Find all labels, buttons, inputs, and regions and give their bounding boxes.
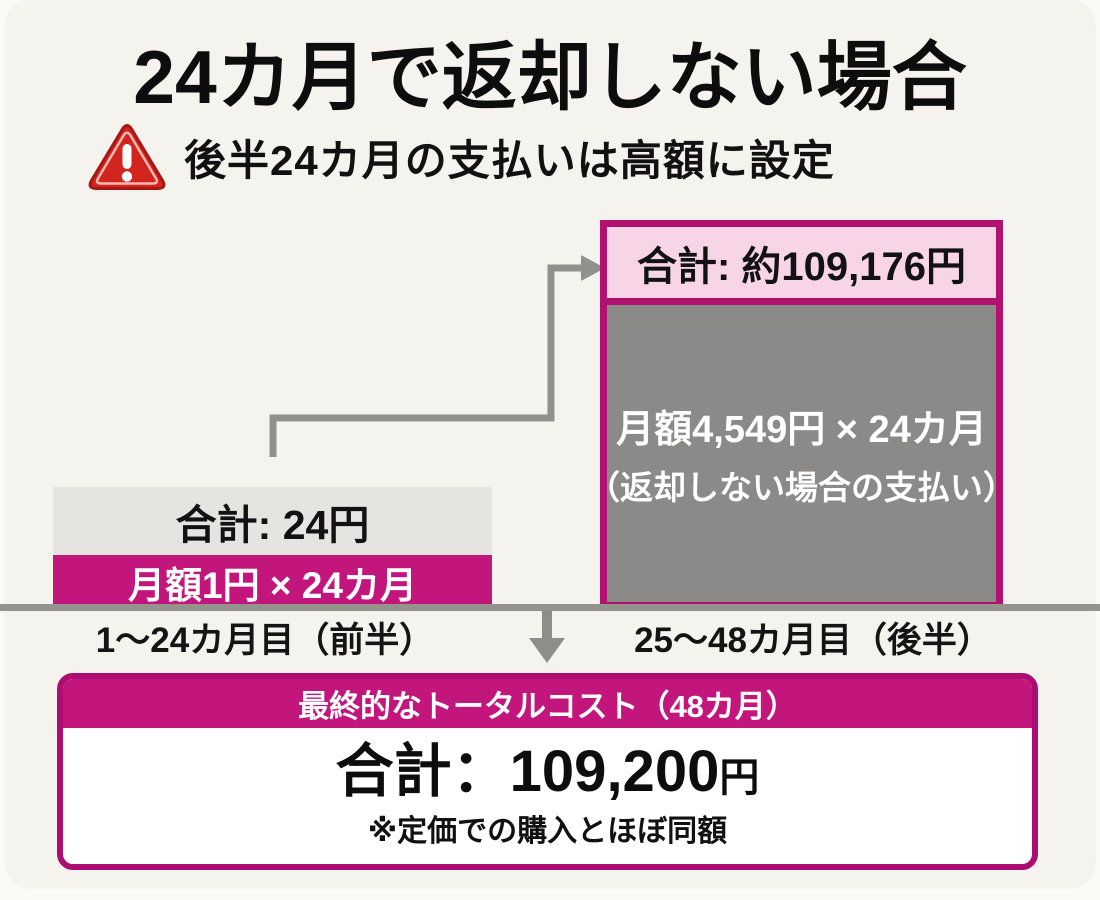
second-half-body: 月額4,549円 × 24カ月 （返却しない場合の支払い） <box>587 305 1016 602</box>
first-half-box: 合計: 24円 月額1円 × 24カ月 <box>53 487 492 608</box>
grand-total-unit: 円 <box>719 755 760 800</box>
down-arrow-icon <box>529 611 565 663</box>
second-half-box: 合計: 約109,176円 月額4,549円 × 24カ月 （返却しない場合の支… <box>587 220 1016 609</box>
first-half-monthly-label: 月額1円 × 24カ月 <box>53 555 492 608</box>
second-half-total-badge: 合計: 約109,176円 <box>607 227 996 305</box>
timeline-divider <box>0 604 1100 611</box>
total-cost-body: 合計： 109,200 円 ※定価での購入とほぼ同額 <box>63 728 1032 864</box>
grand-total-note: ※定価での購入とほぼ同額 <box>367 815 728 849</box>
grand-total-value: 109,200 <box>509 738 720 804</box>
warning-triangle-icon <box>88 124 166 190</box>
axis-label-first-half: 1〜24カ月目（前半） <box>95 620 435 660</box>
total-cost-header: 最終的なトータルコスト（48カ月） <box>63 679 1032 728</box>
grand-total-prefix: 合計： <box>335 738 510 804</box>
second-half-monthly-note: （返却しない場合の支払い） <box>587 469 1016 506</box>
axis-label-second-half: 25〜48カ月目（後半） <box>634 620 992 660</box>
main-title: 24カ月で返却しない場合 <box>133 35 967 119</box>
connector-arrow <box>269 255 605 457</box>
first-half-total-badge: 合計: 24円 <box>53 487 492 555</box>
warning-text: 後半24カ月の支払いは高額に設定 <box>184 136 835 184</box>
grand-total: 合計： 109,200 円 <box>335 738 760 804</box>
second-half-monthly-label: 月額4,549円 × 24カ月 <box>616 409 987 451</box>
total-cost-box: 最終的なトータルコスト（48カ月） 合計： 109,200 円 ※定価での購入とほぼ… <box>57 673 1038 870</box>
warning-row: 後半24カ月の支払いは高額に設定 <box>88 120 835 194</box>
